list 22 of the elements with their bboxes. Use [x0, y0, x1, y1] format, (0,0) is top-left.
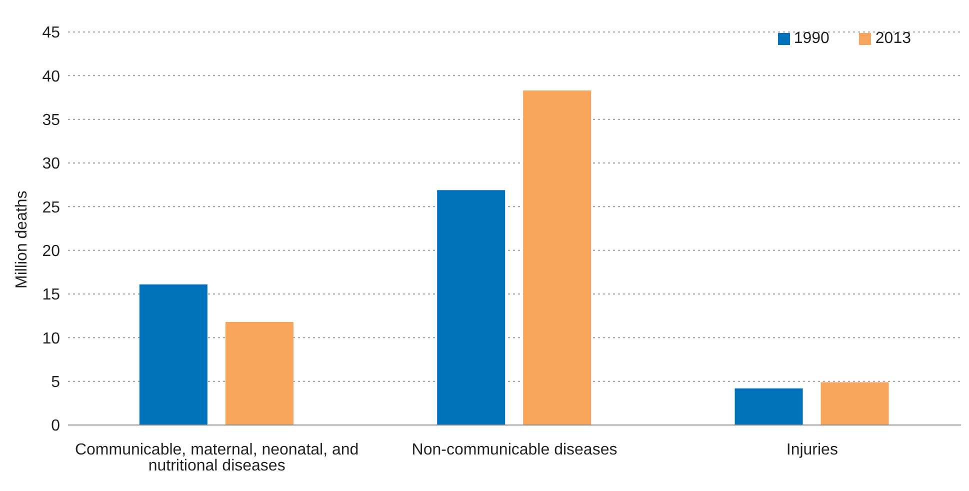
y-tick-label: 40 [42, 68, 60, 86]
y-tick-label: 10 [42, 330, 60, 348]
bar [437, 190, 506, 425]
bar [523, 90, 592, 425]
legend-label: 2013 [875, 30, 911, 47]
x-tick-label: Non-communicable diseases [412, 441, 618, 458]
y-tick-label: 20 [42, 243, 60, 260]
bar [820, 382, 889, 425]
y-axis-title: Million deaths [14, 190, 31, 288]
y-tick-label: 25 [42, 199, 60, 216]
legend-label: 1990 [794, 30, 830, 47]
y-tick-label: 30 [42, 156, 60, 173]
bar [139, 284, 208, 425]
y-tick-label: 15 [42, 286, 60, 304]
y-tick-label: 5 [51, 374, 60, 392]
x-tick-label: Injuries [786, 441, 838, 458]
bar [734, 388, 803, 425]
y-tick-label: 45 [42, 24, 60, 42]
y-tick-label: 35 [42, 112, 60, 130]
bar [225, 322, 294, 425]
y-tick-label: 0 [51, 418, 60, 435]
x-tick-label: Communicable, maternal, neonatal, and nutritional diseases [74, 441, 359, 474]
